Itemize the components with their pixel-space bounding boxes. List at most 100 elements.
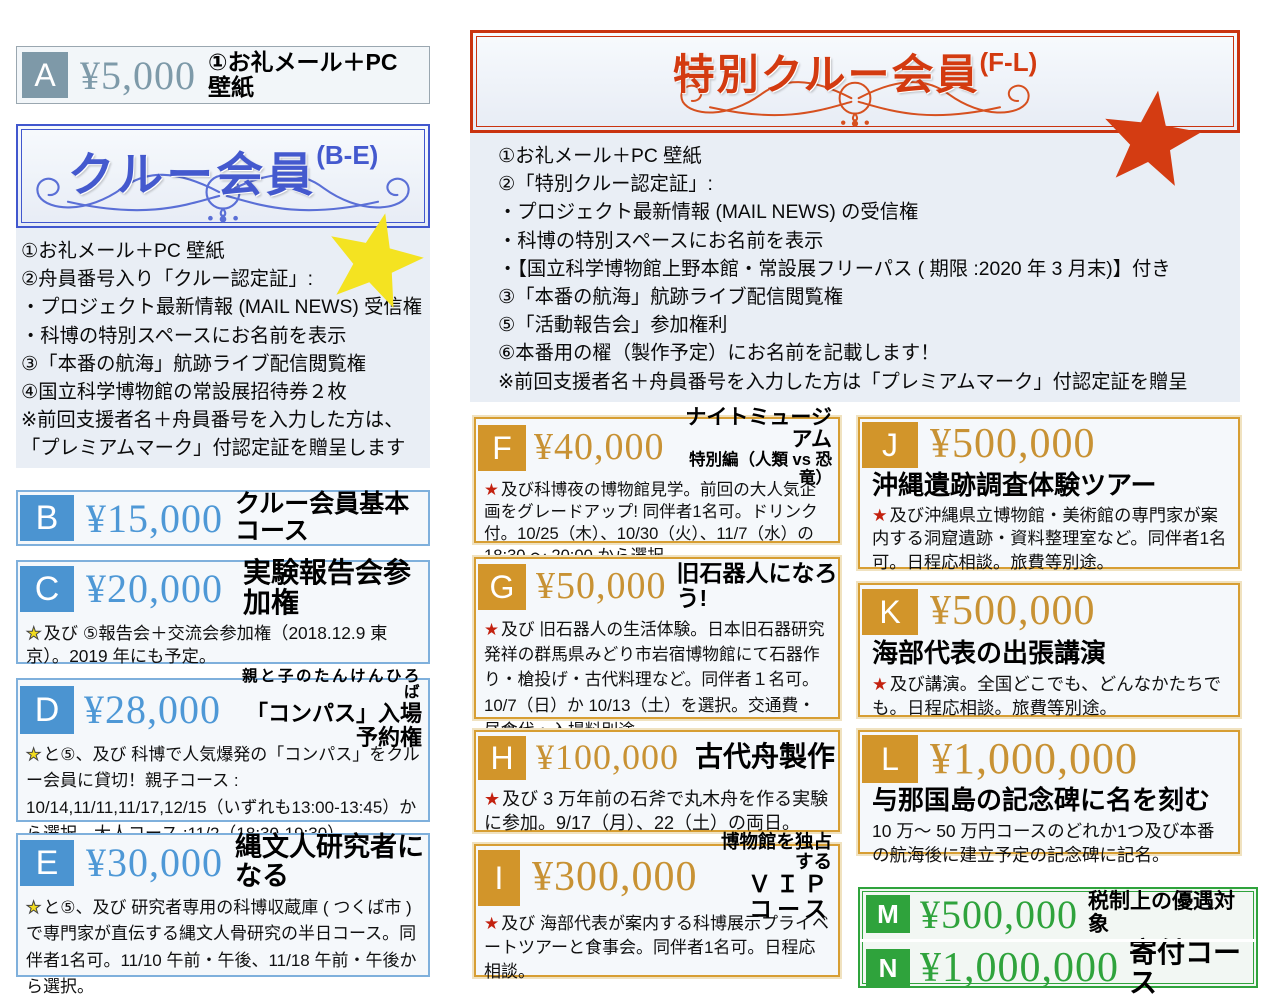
benefit-line: ・プロジェクト最新情報 (MAIL NEWS) 受信権	[21, 297, 422, 319]
benefit-line: ・科博の特別スペースにお名前を表示	[498, 230, 824, 252]
crew-member-panel: クルー会員 (B-E) ①お礼メール＋PC 壁紙 ②舟員番号入り「クルー認定証」…	[16, 124, 430, 468]
tier-price: ¥500,000	[930, 421, 1096, 467]
yellow-star-icon	[331, 213, 424, 308]
tier-letter-badge: N	[866, 949, 910, 987]
tier-title-line1: 親と子のたんけんひろば	[241, 667, 422, 702]
special-crew-panel: 特別クルー会員 (F-L) ①お礼メール＋PC 壁紙 ②「特別クルー認定証」: …	[470, 30, 1240, 402]
crew-range-label: (B-E)	[316, 140, 379, 170]
tier-box-g: G ¥50,000 旧石器人になろう! ★ 及び 旧石器人の生活体験。日本旧石器研…	[474, 557, 840, 740]
tier-title: 実験報告会参加権	[243, 556, 412, 618]
tier-details-text: 及び沖縄県立博物館・美術館の専門家が案内する洞窟遺跡・資料整理室など。同伴者1名…	[872, 504, 1227, 573]
tier-box-i: I ¥300,000 博物館を独占する ＶＩＰ コース ★ 及び 海部代表が案内す…	[474, 832, 840, 981]
tier-price: ¥40,000	[534, 426, 665, 468]
tier-title-line2: 「コンパス」入場予約権	[245, 700, 422, 750]
tier-letter-badge: I	[478, 850, 520, 906]
tier-details-text: と⑤、及び 研究者専用の科博収蔵庫 ( つくば市 ) で専門家が直伝する縄文人骨…	[26, 898, 417, 997]
tier-letter: E	[35, 843, 59, 882]
tier-letter-badge: J	[862, 422, 918, 468]
star-icon: ★	[872, 673, 888, 694]
tier-letter-badge: A	[22, 52, 68, 98]
star-icon: ★	[872, 504, 888, 525]
tier-box-c: C ¥20,000 実験報告会参加権 ★ 及び ⑤報告会＋交流会参加権（2018.…	[16, 556, 430, 666]
star-icon: ★	[26, 623, 42, 644]
tier-letter: B	[35, 498, 59, 537]
benefit-line: ※前回支援者名＋舟員番号を入力した方は「プレミアムマーク」付認定証を贈呈	[498, 371, 1188, 393]
tier-title: 縄文人研究者になる	[235, 831, 424, 891]
benefit-line: ・科博の特別スペースにお名前を表示	[21, 325, 347, 347]
tier-price: ¥500,000	[930, 588, 1096, 634]
tier-price: ¥500,000	[920, 891, 1078, 937]
crew-benefits-list: ①お礼メール＋PC 壁紙 ②舟員番号入り「クルー認定証」: ・プロジェクト最新情…	[16, 228, 430, 464]
crew-member-header: クルー会員 (B-E)	[16, 124, 430, 228]
tier-title: ①お礼メール＋PC 壁紙	[208, 49, 398, 100]
tier-details-text: 及び 海部代表が案内する科博展示プライベートツアーと食事会。同伴者1名可。日程応…	[484, 914, 829, 981]
benefit-line: ②舟員番号入り「クルー認定証」:	[21, 269, 313, 291]
tier-price: ¥50,000	[536, 565, 667, 607]
tier-letter-badge: F	[478, 425, 526, 471]
tier-details-text: と⑤、及び 科博で人気爆発の「コンパス」をクルー会員に貸切！親子コース : 10…	[26, 745, 420, 843]
tier-letter-badge: G	[478, 564, 526, 610]
special-range-label: (F-L)	[979, 47, 1038, 77]
benefit-line: ③「本番の航海」航跡ライブ配信閲覧権	[498, 287, 844, 309]
tier-title: 海部代表の出張講演	[872, 638, 1107, 668]
tier-box-h: H ¥100,000 古代舟製作 ★ 及び 3 万年前の石斧で丸木舟を作る実験に参…	[474, 730, 840, 833]
tier-box-l: L ¥1,000,000 与那国島の記念碑に名を刻む 10 万〜 50 万円コー…	[858, 730, 1240, 865]
tier-price: ¥300,000	[532, 854, 698, 900]
tier-box-f: F ¥40,000 ナイトミュージアム 特別編（人類 vs 恐竜） ★ 及び科博夜…	[474, 406, 840, 565]
tier-letter: N	[878, 952, 898, 983]
row-divider	[860, 939, 1256, 942]
tier-letter-badge: D	[20, 686, 74, 734]
special-crew-header: 特別クルー会員 (F-L)	[470, 30, 1240, 133]
tier-letter-badge: K	[862, 589, 918, 635]
tier-price: ¥100,000	[536, 737, 679, 777]
tier-title-line2: ＶＩＰ コース	[748, 871, 832, 922]
tier-letter-badge: H	[478, 736, 526, 780]
tier-box-j: J ¥500,000 沖縄遺跡調査体験ツアー ★ 及び沖縄県立博物館・美術館の専門…	[858, 417, 1240, 572]
tier-details-text: 及び 旧石器人の生活体験。日本旧石器研究発祥の群馬県みどり市岩宿博物館にて石器作…	[484, 620, 825, 740]
tier-details: ★ 及び 3 万年前の石斧で丸木舟を作る実験に参加。9/17（月）、22（土）の両…	[476, 785, 838, 836]
tier-box-d: D ¥28,000 親と子のたんけんひろば 「コンパス」入場予約権 ★ と⑤、及び…	[16, 668, 430, 843]
benefit-line: ②「特別クルー認定証」:	[498, 174, 713, 196]
tier-price: ¥20,000	[86, 565, 223, 611]
tier-title: クルー会員基本コース	[235, 490, 410, 545]
tier-title: 与那国島の記念碑に名を刻む	[872, 785, 1211, 815]
tier-title: 親と子のたんけんひろば 「コンパス」入場予約権	[231, 667, 428, 750]
benefit-line: ①お礼メール＋PC 壁紙	[21, 241, 225, 262]
tier-details: ★ 及び科博夜の博物館見学。前回の大人気企画をグレードアップ! 同伴者1名可。ドリ…	[476, 477, 838, 567]
tier-letter: K	[879, 593, 901, 630]
tier-row-m: M ¥500,000 税制上の優遇対象	[860, 889, 1256, 939]
tier-row-n: N ¥1,000,000 寄付コース	[860, 937, 1256, 998]
benefit-line: ③「本番の航海」航跡ライブ配信閲覧権	[21, 353, 367, 375]
star-icon: ★	[484, 789, 501, 809]
tier-box-b: B ¥15,000 クルー会員基本コース	[16, 490, 430, 546]
tier-letter-badge: E	[20, 840, 74, 886]
benefit-line: ※前回支援者名＋舟員番号を入力した方は、	[21, 410, 404, 432]
tier-title: 沖縄遺跡調査体験ツアー	[872, 470, 1157, 500]
tier-details-text: 及び講演。全国どこでも、どんなかたちでも。日程応相談。旅費等別途。	[872, 673, 1222, 719]
tier-details-text: 及び 3 万年前の石斧で丸木舟を作る実験に参加。9/17（月）、22（土）の両日…	[484, 789, 829, 834]
tier-details-text: 及び科博夜の博物館見学。前回の大人気企画をグレードアップ! 同伴者1名可。ドリン…	[484, 480, 818, 565]
tier-price: ¥28,000	[84, 686, 221, 732]
tier-title-line1: 博物館を独占する	[720, 831, 832, 873]
tier-title: 博物館を独占する ＶＩＰ コース	[710, 832, 839, 922]
tier-title: ナイトミュージアム 特別編（人類 vs 恐竜）	[673, 406, 839, 488]
tier-title-line2: 特別編（人類 vs 恐竜）	[688, 450, 832, 487]
benefit-line: ⑤「活動報告会」参加権利	[498, 315, 728, 337]
tier-letter: D	[34, 690, 60, 729]
star-icon: ★	[484, 914, 500, 933]
tier-letter-badge: B	[20, 495, 74, 541]
tier-price: ¥5,000	[80, 52, 196, 98]
tier-details: ★ 及び 旧石器人の生活体験。日本旧石器研究発祥の群馬県みどり市岩宿博物館にて石器…	[476, 615, 838, 743]
tier-letter: G	[489, 568, 515, 605]
tier-letter-badge: L	[862, 735, 918, 783]
tier-letter-badge: C	[20, 566, 74, 612]
tier-price: ¥30,000	[86, 839, 223, 885]
tier-box-a: A ¥5,000 ①お礼メール＋PC 壁紙	[16, 46, 430, 104]
tier-letter: A	[34, 56, 56, 93]
tier-title: 旧石器人になろう!	[676, 560, 838, 611]
tier-price: ¥1,000,000	[930, 733, 1138, 783]
tier-letter-badge: M	[866, 895, 910, 933]
crew-logo-text: クルー会員	[67, 148, 317, 201]
tier-title: 古代舟製作	[695, 740, 836, 772]
